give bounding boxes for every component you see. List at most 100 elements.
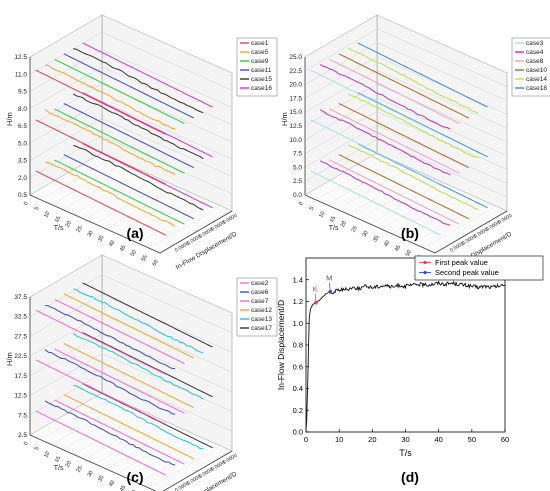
panel-a-series-line-case5 — [44, 109, 176, 175]
panel-c-legend-label-case12: case12 — [251, 307, 272, 314]
panel-b-z-grid — [304, 14, 378, 58]
panel-c-z-grid — [101, 353, 233, 412]
panel-c-x-tick-label: 50 — [130, 489, 138, 491]
panel-c-x-grid — [51, 402, 124, 445]
panel-d-series-line — [305, 280, 506, 430]
panel-c-x-grid — [138, 441, 211, 484]
panel-a-z-grid — [29, 14, 103, 58]
panel-c-series-line-case6 — [44, 349, 176, 415]
panel-c-x-tick-label: 15 — [54, 456, 62, 464]
panel-b-x-axis-label: T/s — [329, 225, 339, 232]
panel-a-x-tick-label: 15 — [54, 216, 62, 224]
panel-b-series-line-case3 — [310, 69, 442, 135]
panel-a-x-axis-line — [29, 194, 161, 254]
panel-d-y-tick-label: 1.2 — [293, 297, 303, 306]
panel-d-peak-marker — [328, 289, 333, 294]
panel-a-x-grid — [138, 201, 211, 244]
panel-a-x-tick-label: 50 — [130, 249, 138, 257]
panel-c-x-grid — [127, 436, 200, 479]
panel-b-z-axis-label: H/m — [280, 112, 289, 126]
panel-c-x-axis-line — [29, 434, 157, 491]
panel-b-z-tick-label: 0.0 — [293, 192, 302, 199]
panel-a-x-grid — [29, 152, 103, 196]
panel-a-z-tick-label: 6.5 — [18, 123, 27, 130]
panel-a-series-line-case11 — [63, 53, 195, 119]
panel-d-y-tick-label: 1.4 — [293, 275, 303, 284]
panel-c-series-line-case2 — [35, 410, 167, 476]
panel-d-y-tick-label: 0.8 — [293, 341, 303, 350]
panel-a-x-grid — [127, 196, 200, 239]
panel-c-legend-label-case2: case2 — [251, 280, 269, 287]
panel-c-x-tick-label: 10 — [43, 451, 51, 459]
panel-b-z-grid — [376, 97, 508, 157]
panel-a-z-tick-label: 0.5 — [18, 192, 27, 199]
panel-a-series-line-case16 — [82, 42, 213, 108]
panel-d-x-tick-label: 60 — [501, 435, 509, 444]
panel-c-series-line-case2 — [35, 359, 167, 425]
panel-c-z-tick-label: 27.5 — [14, 333, 27, 340]
panel-c-x-grid — [116, 431, 189, 474]
panel-a-z-tick-label: 11.0 — [15, 71, 28, 78]
panel-d-x-tick-label: 0 — [304, 435, 308, 444]
panel-label-b: (b) — [401, 225, 419, 241]
panel-a-z-tick-label: 8.0 — [18, 106, 27, 113]
panel-a-x-grid — [84, 176, 157, 220]
panel-a-x-grid — [94, 181, 168, 225]
panel-d-peak-label: K — [312, 285, 317, 294]
panel-a-x-grid — [116, 191, 189, 234]
panel-b-legend-label-case14: case14 — [526, 76, 547, 83]
panel-c-legend-box — [236, 277, 278, 337]
panel-d-legend-marker — [423, 260, 427, 265]
panel-b-z-grid — [304, 97, 378, 141]
panel-a-z-grid — [101, 32, 233, 91]
panel-a-x-tick-label: 0 — [23, 201, 30, 207]
panel-b-z-tick-label: 22.5 — [289, 68, 302, 75]
panel-b-x-tick-label: 0 — [298, 201, 305, 207]
panel-b-x-grid — [402, 196, 475, 239]
panel-c-legend-label-case13: case13 — [251, 316, 272, 323]
panel-a-z-tick-label: 5.0 — [18, 140, 27, 147]
panel-b-z-grid — [304, 111, 378, 154]
panel-c-z-grid — [101, 254, 233, 314]
panel-b-series-line-case18 — [357, 42, 488, 108]
panel-c-z-grid — [29, 313, 103, 357]
panel-a-z-grid — [101, 14, 233, 74]
panel-b-legend-label-case10: case10 — [526, 67, 547, 74]
panel-a-legend-label-case9: case9 — [251, 58, 269, 65]
panel-b-legend-label-case3: case3 — [526, 40, 544, 47]
panel-b-x-tick-label: 45 — [394, 245, 402, 253]
panel-b-x-grid — [359, 176, 432, 220]
panel-c-z-tick-label: 12.5 — [14, 393, 27, 400]
panel-c-series-line-case2 — [35, 309, 167, 375]
panel-b-z-tick-label: 10.0 — [289, 137, 302, 144]
panel-c-x-tick-label: 30 — [86, 470, 94, 478]
panel-b-series-line-case4 — [319, 63, 451, 130]
panel-a-z-grid — [29, 32, 103, 75]
panel-b-legend-label-case8: case8 — [526, 58, 544, 65]
panel-c-series-line-case17 — [82, 282, 213, 348]
panel-b-series-line-case10 — [338, 154, 470, 220]
panel-c-legend-label-case17: case17 — [251, 325, 272, 332]
panel-c-z-tick-label: 22.5 — [14, 353, 27, 360]
panel-d-legend-label: Second peak value — [435, 268, 499, 277]
panel-a-legend-label-case5: case5 — [251, 49, 269, 56]
panel-a-series-line-case15 — [73, 144, 204, 211]
panel-a-x-grid — [105, 186, 178, 230]
panel-b-x-grid — [380, 186, 453, 230]
panel-b-x-tick-label: 25 — [351, 225, 359, 233]
panel-a-x-grid — [149, 205, 222, 249]
panel-c-series-line-case12 — [63, 394, 195, 460]
panel-d-y-tick-label: 0.2 — [293, 406, 303, 415]
panel-c-series-line-case6 — [45, 304, 176, 370]
panel-b-series-line-case18 — [357, 92, 488, 158]
panel-c-series-line-case7 — [54, 399, 185, 465]
panel-a-legend-label-case15: case15 — [251, 76, 272, 83]
panel-a-z-tick-label: 9.5 — [18, 89, 27, 96]
panel-b-x-grid — [369, 181, 443, 225]
panel-b-series-line-case14 — [348, 144, 479, 211]
panel-d-x-tick-label: 30 — [401, 435, 409, 444]
panel-a-series-line-case11 — [63, 154, 195, 220]
panel-a-x-tick-label: 60 — [151, 259, 159, 267]
panel-b-series-line-case8 — [329, 108, 460, 174]
